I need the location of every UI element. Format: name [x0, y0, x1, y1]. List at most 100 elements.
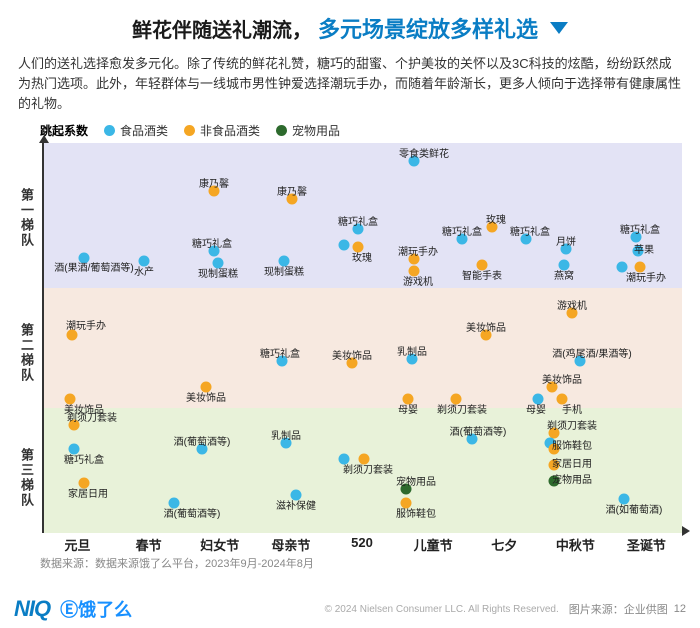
page-number: 12	[674, 603, 686, 615]
point-label: 剃须刀套装	[67, 413, 117, 424]
point-label: 游戏机	[557, 301, 587, 312]
legend-item-nonfood: 非食品酒类	[184, 122, 260, 139]
x-tick: 母亲节	[255, 535, 326, 554]
point-label: 剃须刀套装	[437, 405, 487, 416]
point-label: 家居日用	[68, 489, 108, 500]
legend-label: 非食品酒类	[200, 122, 260, 139]
data-point	[477, 260, 488, 271]
point-label: 零食类鲜花	[399, 149, 449, 160]
legend-item-pet: 宠物用品	[276, 122, 340, 139]
point-label: 康乃馨	[277, 187, 307, 198]
point-label: 美妆饰品	[186, 393, 226, 404]
point-label: 现制蛋糕	[264, 267, 304, 278]
x-tick: 元旦	[42, 535, 113, 554]
point-label: 糖巧礼盒	[192, 239, 232, 250]
data-point	[79, 478, 90, 489]
x-tick: 520	[326, 535, 397, 554]
point-label: 乳制品	[397, 347, 427, 358]
tier-label: 第二梯队	[18, 323, 36, 383]
point-label: 玫瑰	[486, 215, 506, 226]
data-point	[533, 394, 544, 405]
data-point	[213, 258, 224, 269]
x-tick: 春节	[113, 535, 184, 554]
point-label: 剃须刀套装	[547, 421, 597, 432]
legend-item-food: 食品酒类	[104, 122, 168, 139]
data-point	[201, 382, 212, 393]
point-label: 美妆饰品	[542, 375, 582, 386]
data-point	[451, 394, 462, 405]
data-point	[139, 256, 150, 267]
point-label: 酒(鸡尾酒/果酒等)	[552, 349, 631, 360]
point-label: 酒(葡萄酒等)	[174, 437, 231, 448]
data-point	[617, 262, 628, 273]
point-label: 酒(如葡萄酒)	[606, 505, 663, 516]
x-tick: 圣诞节	[611, 535, 682, 554]
legend-label: 宠物用品	[292, 122, 340, 139]
title-blue: 多元场景绽放多样礼选	[318, 12, 538, 44]
data-point	[69, 444, 80, 455]
point-label: 康乃馨	[199, 179, 229, 190]
point-label: 服饰鞋包	[396, 509, 436, 520]
legend-row: 跳起系数 食品酒类 非食品酒类 宠物用品	[40, 122, 682, 139]
dot-icon	[104, 125, 115, 136]
data-source: 数据来源：数据来源饿了么平台，2023年9月-2024年8月	[40, 555, 682, 571]
point-label: 糖巧礼盒	[442, 227, 482, 238]
data-point	[557, 394, 568, 405]
arrow-right-icon	[682, 526, 690, 536]
point-label: 酒(果酒/葡萄酒等)	[54, 263, 133, 274]
point-label: 乳制品	[271, 431, 301, 442]
data-point	[339, 240, 350, 251]
data-point	[403, 394, 414, 405]
point-label: 月饼	[556, 237, 576, 248]
point-label: 滋补保健	[276, 501, 316, 512]
slide-page: 鲜花伴随送礼潮流， 多元场景绽放多样礼选 人们的送礼选择愈发多元化。除了传统的鲜…	[0, 0, 700, 628]
point-label: 母婴	[526, 405, 546, 416]
legend-label: 食品酒类	[120, 122, 168, 139]
data-point	[559, 260, 570, 271]
y-tier-labels: 第一梯队第二梯队第三梯队	[18, 143, 40, 533]
chart: 第一梯队第二梯队第三梯队 酒(果酒/葡萄酒等)水产潮玩手办美妆饰品剃须刀套装糖巧…	[18, 143, 682, 553]
data-point	[169, 498, 180, 509]
x-tick: 七夕	[469, 535, 540, 554]
dot-icon	[276, 125, 287, 136]
point-label: 玫瑰	[352, 253, 372, 264]
logo-niq: NIQ	[14, 596, 50, 622]
data-point	[291, 490, 302, 501]
title-row: 鲜花伴随送礼潮流， 多元场景绽放多样礼选	[18, 12, 682, 44]
plot-area: 酒(果酒/葡萄酒等)水产 潮玩手办美妆饰品剃须刀套装 糖巧礼盒家居日用 康乃馨糖巧礼盒…	[42, 143, 682, 533]
point-label: 宠物用品	[552, 475, 592, 486]
point-label: 水产	[134, 267, 154, 278]
title-black: 鲜花伴随送礼潮流，	[132, 14, 312, 43]
data-point	[79, 253, 90, 264]
point-label: 游戏机	[403, 277, 433, 288]
point-label: 苹果	[634, 245, 654, 256]
point-label: 潮玩手办	[398, 247, 438, 258]
point-label: 酒(葡萄酒等)	[164, 509, 221, 520]
x-axis: 元旦春节妇女节母亲节520儿童节七夕中秋节圣诞节	[42, 535, 682, 554]
image-source: 图片来源：企业供图	[569, 601, 668, 617]
point-label: 现制蛋糕	[198, 269, 238, 280]
description: 人们的送礼选择愈发多元化。除了传统的鲜花礼赞，糖巧的甜蜜、个护美妆的关怀以及3C…	[18, 54, 682, 114]
arrow-up-icon	[39, 135, 49, 143]
point-label: 美妆饰品	[332, 351, 372, 362]
footer: NIQ Ⓔ饿了么 © 2024 Nielsen Consumer LLC. Al…	[0, 596, 700, 622]
point-label: 家居日用	[552, 459, 592, 470]
copyright: © 2024 Nielsen Consumer LLC. All Rights …	[325, 604, 559, 615]
data-point	[65, 394, 76, 405]
point-label: 燕窝	[554, 271, 574, 282]
data-point	[339, 454, 350, 465]
data-point	[401, 498, 412, 509]
point-label: 智能手表	[462, 271, 502, 282]
x-tick: 妇女节	[184, 535, 255, 554]
data-point	[409, 266, 420, 277]
point-label: 美妆饰品	[466, 323, 506, 334]
x-tick: 中秋节	[540, 535, 611, 554]
point-label: 宠物用品	[396, 477, 436, 488]
tier-label: 第一梯队	[18, 188, 36, 248]
triangle-down-icon	[550, 22, 568, 34]
x-tick: 儿童节	[398, 535, 469, 554]
data-point	[359, 454, 370, 465]
point-label: 剃须刀套装	[343, 465, 393, 476]
data-point	[353, 242, 364, 253]
point-label: 手机	[562, 405, 582, 416]
